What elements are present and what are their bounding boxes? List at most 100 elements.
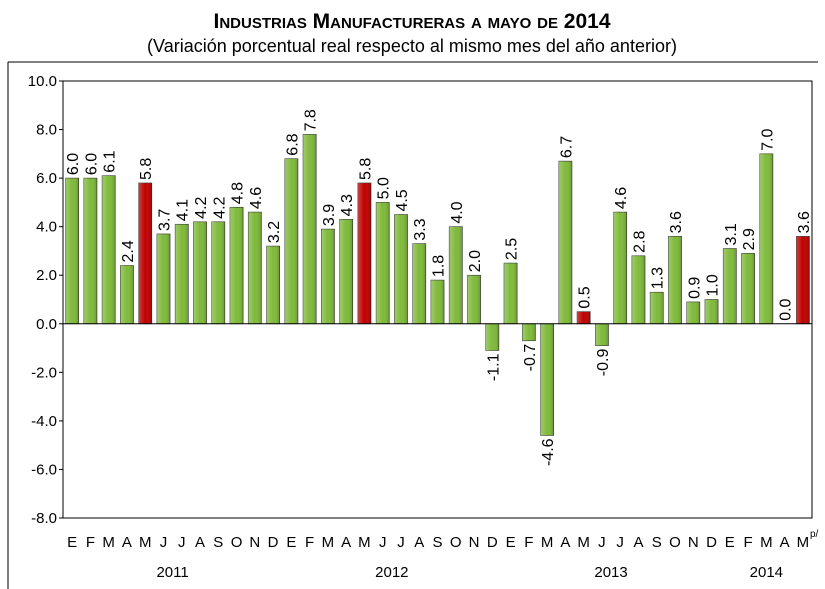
bar	[101, 175, 116, 325]
x-tick-label: J	[616, 534, 624, 551]
value-label: -0.7	[522, 344, 539, 372]
y-tick-label: 2.0	[36, 267, 57, 284]
bar	[704, 299, 719, 325]
bar	[284, 158, 299, 325]
bar	[156, 233, 171, 325]
x-tick-label: D	[268, 534, 279, 551]
bar	[595, 323, 609, 346]
value-label: 4.0	[449, 201, 466, 223]
x-tick-label: J	[379, 534, 387, 551]
x-tick-label: A	[633, 534, 643, 551]
value-label: -1.1	[485, 353, 502, 381]
x-tick-label: J	[598, 534, 606, 551]
x-tick-label: N	[249, 534, 260, 551]
value-label: 6.0	[83, 153, 100, 175]
x-tick-label: A	[341, 534, 351, 551]
bar	[138, 182, 153, 325]
value-label: 4.8	[230, 182, 247, 204]
value-label: 3.7	[156, 209, 173, 231]
x-tick-label: E	[286, 534, 296, 551]
x-tick-label: M	[102, 534, 115, 551]
x-tick-label: A	[414, 534, 424, 551]
bar	[375, 202, 390, 325]
value-label: 4.5	[394, 189, 411, 211]
bar	[686, 301, 701, 325]
plot-area	[62, 80, 813, 519]
bar	[540, 323, 554, 436]
x-tick-label: J	[178, 534, 186, 551]
value-label: 3.1	[723, 223, 740, 245]
x-group-label: 2013	[594, 564, 627, 581]
bar	[613, 211, 628, 325]
x-tick-label: M	[322, 534, 335, 551]
x-tick-label: M	[358, 534, 371, 551]
value-label: 3.2	[266, 221, 283, 243]
x-tick-label: J	[397, 534, 405, 551]
bar	[193, 221, 207, 325]
bar	[357, 182, 372, 325]
value-label: 0.5	[577, 286, 594, 308]
x-tick-label: M	[139, 534, 152, 551]
x-tick-label: N	[469, 534, 480, 551]
bar	[631, 255, 646, 325]
x-tick-label: S	[432, 534, 442, 551]
value-label: 5.8	[138, 158, 155, 180]
x-tick-label: M	[541, 534, 554, 551]
x-tick-label: F	[743, 534, 752, 551]
bar	[503, 262, 518, 325]
y-tick-label: -6.0	[31, 461, 57, 478]
value-label: 4.1	[175, 199, 192, 221]
value-label: 2.8	[631, 230, 648, 252]
y-tick-label: 6.0	[36, 170, 57, 187]
bar	[321, 228, 335, 325]
category-note: p/	[810, 529, 819, 540]
bar	[247, 211, 262, 325]
x-group-label: 2012	[375, 564, 408, 581]
bar	[649, 291, 664, 325]
value-label: -4.6	[540, 438, 557, 466]
value-label: 7.8	[303, 109, 320, 131]
y-tick-label: -2.0	[31, 364, 57, 381]
x-tick-label: O	[231, 534, 243, 551]
bar	[521, 323, 536, 342]
bar	[120, 265, 134, 325]
y-tick-label: 8.0	[36, 122, 57, 139]
x-tick-label: F	[86, 534, 95, 551]
x-tick-label: M	[797, 534, 810, 551]
bar	[485, 323, 500, 351]
value-label: 6.7	[558, 136, 575, 158]
x-tick-label: F	[524, 534, 533, 551]
bar	[339, 219, 354, 325]
value-label: 3.9	[321, 204, 338, 226]
x-tick-label: J	[160, 534, 168, 551]
value-label: 5.0	[376, 177, 393, 199]
bar	[302, 134, 317, 325]
x-tick-label: M	[577, 534, 590, 551]
y-tick-label: 0.0	[36, 316, 57, 333]
x-group-label: 2011	[156, 564, 188, 581]
x-tick-label: E	[67, 534, 77, 551]
value-label: 0.9	[686, 277, 703, 299]
x-tick-label: E	[725, 534, 735, 551]
chart-subtitle: (Variación porcentual real respecto al m…	[147, 36, 677, 56]
bar	[83, 177, 98, 325]
x-group-label: 2014	[750, 564, 783, 581]
bar	[211, 221, 226, 325]
x-tick-label: S	[213, 534, 223, 551]
x-tick-label: S	[652, 534, 662, 551]
bar	[558, 160, 573, 325]
value-label: 6.0	[65, 153, 82, 175]
bar	[741, 253, 755, 325]
value-label: 1.8	[431, 255, 448, 277]
bar	[759, 153, 774, 325]
value-label: 0.0	[778, 298, 795, 320]
value-label: 3.6	[796, 211, 813, 233]
bar	[576, 311, 591, 325]
value-label: 3.3	[412, 218, 429, 240]
bar	[448, 226, 463, 325]
y-tick-label: -4.0	[31, 413, 57, 430]
value-label: 1.0	[705, 274, 722, 296]
bar	[795, 236, 810, 325]
value-label: 4.2	[211, 196, 228, 218]
